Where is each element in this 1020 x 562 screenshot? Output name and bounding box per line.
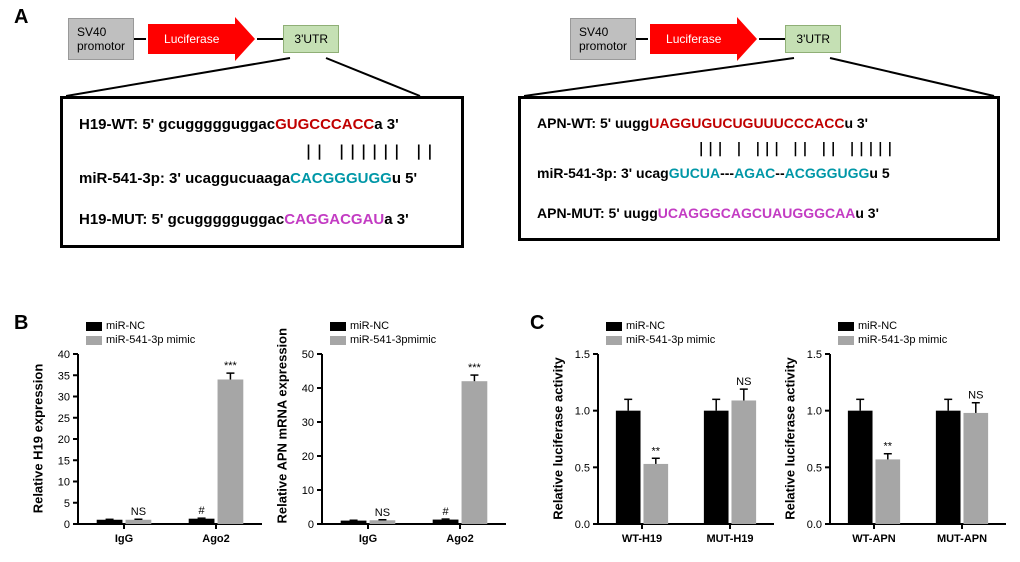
- svg-text:10: 10: [58, 477, 70, 489]
- svg-text:IgG: IgG: [359, 533, 377, 545]
- svg-text:1.5: 1.5: [807, 349, 822, 361]
- seq-h19-wt: H19-WT: 5' gcuggggguggacGUGCCCACCa 3': [79, 111, 445, 138]
- svg-text:IgG: IgG: [115, 533, 133, 545]
- svg-text:***: ***: [468, 362, 482, 374]
- svg-text:***: ***: [224, 360, 238, 372]
- svg-text:NS: NS: [131, 506, 146, 518]
- svg-text:MUT-H19: MUT-H19: [706, 533, 753, 545]
- svg-text:30: 30: [302, 417, 314, 429]
- svg-text:0: 0: [308, 519, 314, 531]
- svg-text:20: 20: [58, 434, 70, 446]
- svg-text:#: #: [199, 505, 206, 517]
- svg-text:Ago2: Ago2: [202, 533, 230, 545]
- svg-text:NS: NS: [968, 390, 983, 402]
- svg-text:MUT-APN: MUT-APN: [937, 533, 987, 545]
- svg-text:0: 0: [64, 519, 70, 531]
- svg-text:40: 40: [58, 349, 70, 361]
- svg-text:Ago2: Ago2: [446, 533, 474, 545]
- svg-text:1.5: 1.5: [575, 349, 590, 361]
- svg-text:WT-H19: WT-H19: [622, 533, 662, 545]
- svg-text:**: **: [652, 445, 661, 457]
- svg-text:0.0: 0.0: [807, 519, 822, 531]
- connector-lines-left: [66, 46, 426, 102]
- seq-apn-wt: APN-WT: 5' uuggUAGGUGUCUGUUUCCCACCu 3': [537, 111, 981, 136]
- svg-text:NS: NS: [375, 507, 390, 519]
- seq-mir-right: miR-541-3p: 3' ucagGUCUA---AGAC--ACGGGUG…: [537, 161, 981, 186]
- svg-text:WT-APN: WT-APN: [852, 533, 895, 545]
- svg-text:25: 25: [58, 413, 70, 425]
- utr-text-r: 3'UTR: [796, 32, 830, 46]
- svg-text:5: 5: [64, 498, 70, 510]
- svg-text:0.0: 0.0: [575, 519, 590, 531]
- seq-apn-bars: ||| | ||| || || |||||: [537, 145, 895, 153]
- svg-text:0.5: 0.5: [575, 462, 590, 474]
- svg-text:**: **: [884, 441, 893, 453]
- seq-box-apn: APN-WT: 5' uuggUAGGUGUCUGUUUCCCACCu 3' |…: [518, 96, 1000, 241]
- chart-apn-rip: 01020304050IgGNSAgo2#***Relative APN mRN…: [280, 318, 510, 554]
- svg-text:1.0: 1.0: [807, 406, 822, 418]
- utr-text: 3'UTR: [294, 32, 328, 46]
- svg-text:10: 10: [302, 485, 314, 497]
- panel-label-b: B: [14, 312, 28, 335]
- seq-h19-bars: || |||||| ||: [79, 147, 436, 156]
- chart-h19-luc: 0.00.51.01.5WT-H19**MUT-H19NSRelative lu…: [556, 318, 778, 554]
- panel-label-c: C: [530, 312, 544, 335]
- svg-text:NS: NS: [736, 376, 751, 388]
- svg-text:35: 35: [58, 370, 70, 382]
- luciferase-text-r: Luciferase: [666, 32, 721, 46]
- svg-text:#: #: [443, 506, 450, 518]
- seq-h19-mut: H19-MUT: 5' gcuggggguggacCAGGACGAUa 3': [79, 206, 445, 233]
- svg-text:20: 20: [302, 451, 314, 463]
- svg-text:0.5: 0.5: [807, 462, 822, 474]
- svg-text:40: 40: [302, 383, 314, 395]
- chart-apn-luc: 0.00.51.01.5WT-APN**MUT-APNNSRelative lu…: [788, 318, 1010, 554]
- svg-text:1.0: 1.0: [575, 406, 590, 418]
- seq-apn-mut: APN-MUT: 5' uuggUCAGGGCAGCUAUGGGCAAu 3': [537, 201, 981, 226]
- chart-h19-rip: 0510152025303540IgGNSAgo2#***Relative H1…: [36, 318, 266, 554]
- svg-text:50: 50: [302, 349, 314, 361]
- luciferase-text: Luciferase: [164, 32, 219, 46]
- svg-text:15: 15: [58, 455, 70, 467]
- svg-text:30: 30: [58, 392, 70, 404]
- seq-mir-left: miR-541-3p: 3' ucaggucuaagaCACGGGUGGu 5': [79, 165, 445, 192]
- connector-lines-right: [524, 46, 1004, 102]
- panel-label-a: A: [14, 6, 28, 29]
- seq-box-h19: H19-WT: 5' gcuggggguggacGUGCCCACCa 3' ||…: [60, 96, 464, 248]
